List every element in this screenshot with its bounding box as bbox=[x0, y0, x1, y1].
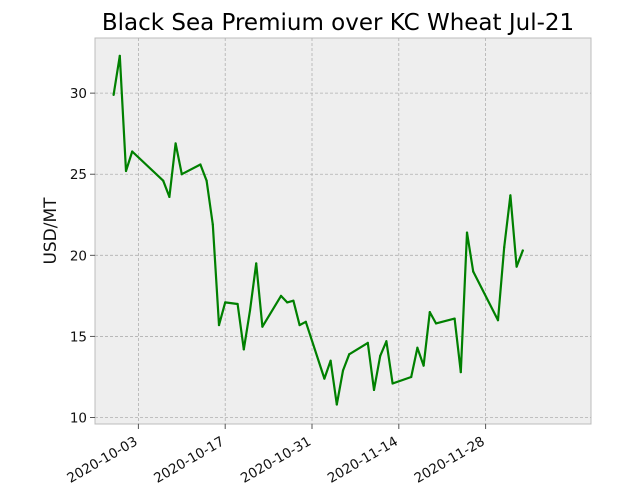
data-point bbox=[503, 246, 506, 249]
data-point bbox=[298, 323, 301, 327]
y-tick-label: 25 bbox=[70, 167, 87, 183]
data-point bbox=[162, 179, 165, 182]
data-point bbox=[459, 371, 462, 374]
y-tick-label: 10 bbox=[70, 411, 87, 427]
x-tick-label: 2020-10-31 bbox=[238, 434, 314, 487]
x-tick-label: 2020-11-28 bbox=[412, 434, 488, 487]
data-point bbox=[118, 54, 121, 57]
y-tick-label: 15 bbox=[70, 329, 87, 345]
data-point bbox=[112, 93, 115, 96]
data-point bbox=[422, 364, 425, 367]
data-point bbox=[168, 195, 171, 199]
data-point bbox=[248, 309, 252, 312]
data-point bbox=[385, 340, 388, 343]
data-point bbox=[416, 346, 419, 349]
plot-area bbox=[94, 37, 592, 425]
data-point bbox=[379, 354, 382, 357]
x-tick-label: 2020-11-14 bbox=[325, 434, 401, 487]
data-point bbox=[304, 320, 307, 323]
data-point bbox=[217, 323, 221, 327]
data-point bbox=[341, 369, 345, 372]
data-point bbox=[521, 249, 524, 252]
data-point bbox=[515, 265, 518, 268]
x-tick-label: 2020-10-17 bbox=[151, 434, 227, 487]
data-point bbox=[131, 150, 134, 153]
x-tick-label: 2020-10-03 bbox=[64, 434, 140, 487]
data-point bbox=[124, 169, 128, 173]
data-point bbox=[180, 173, 183, 176]
data-point bbox=[224, 301, 227, 304]
y-tick-label: 20 bbox=[70, 248, 87, 264]
y-tick-label: 30 bbox=[70, 86, 87, 102]
gridlines bbox=[95, 38, 591, 424]
data-point bbox=[335, 403, 338, 406]
data-point bbox=[255, 262, 258, 265]
data-point bbox=[366, 341, 369, 345]
data-point bbox=[242, 348, 245, 351]
data-point bbox=[453, 317, 456, 320]
data-point bbox=[279, 294, 283, 297]
data-point bbox=[174, 142, 177, 145]
data-point bbox=[348, 353, 351, 356]
data-point bbox=[205, 179, 208, 182]
data-point bbox=[199, 163, 202, 166]
data-point bbox=[211, 223, 214, 226]
data-point bbox=[292, 299, 295, 302]
data-point bbox=[329, 359, 332, 362]
y-axis-label: USD/MT bbox=[41, 197, 61, 265]
data-point bbox=[323, 377, 326, 380]
x-axis-ticks: 2020-10-03 2020-10-17 2020-10-31 2020-11-14… bbox=[64, 424, 488, 487]
data-point bbox=[236, 302, 239, 306]
data-point bbox=[372, 388, 376, 392]
y-axis-ticks: 10 15 20 25 30 bbox=[70, 86, 95, 427]
chart-title: Black Sea Premium over KC Wheat Jul-21 bbox=[102, 10, 574, 36]
data-point bbox=[428, 310, 431, 314]
data-point bbox=[261, 325, 264, 328]
data-point bbox=[509, 194, 512, 197]
data-point bbox=[286, 301, 289, 304]
data-point bbox=[434, 322, 438, 325]
data-point bbox=[465, 231, 469, 234]
data-point bbox=[391, 382, 394, 385]
data-point bbox=[472, 270, 475, 273]
series-group bbox=[112, 54, 524, 406]
data-point bbox=[496, 319, 500, 322]
data-point bbox=[410, 375, 413, 379]
